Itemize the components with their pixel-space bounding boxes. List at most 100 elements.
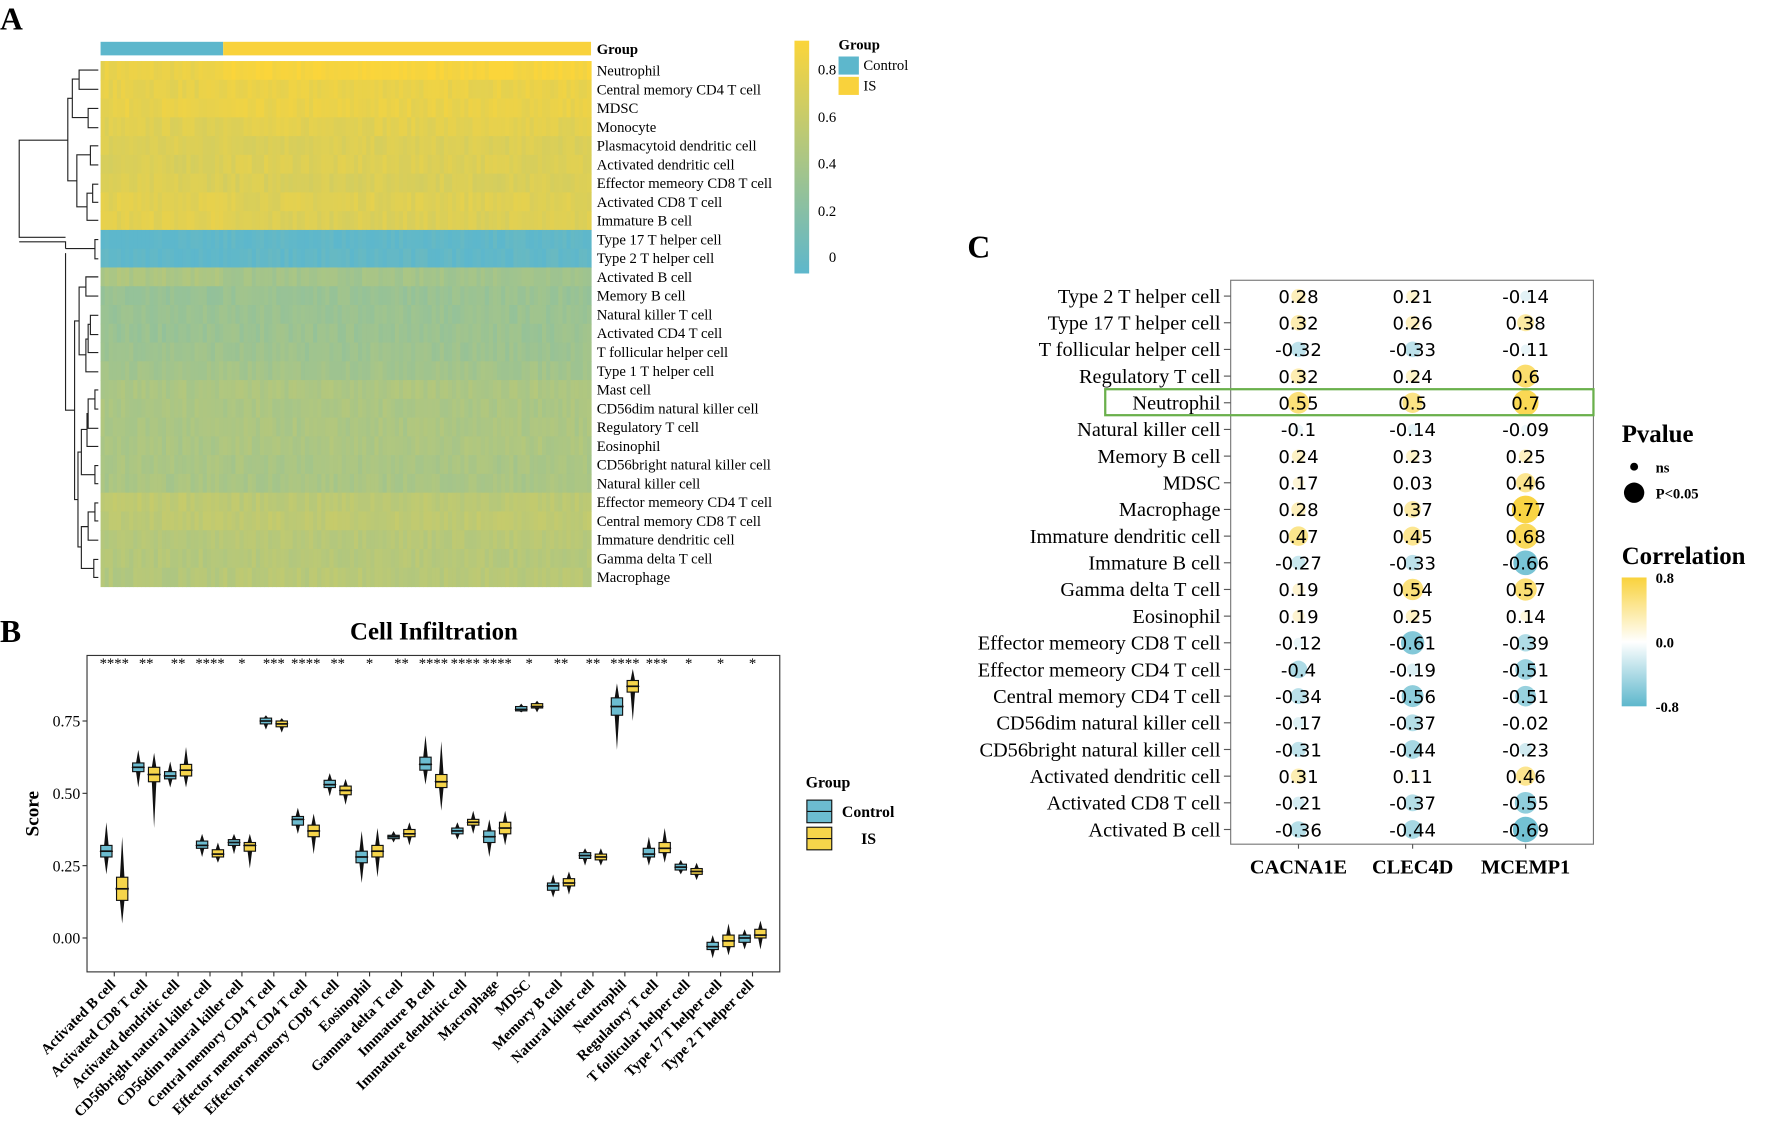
heatmap-cell	[468, 267, 474, 287]
heatmap-cell	[358, 248, 363, 269]
heatmap-cell	[231, 398, 237, 419]
heatmap-cell	[112, 173, 118, 193]
heatmap-cell	[182, 361, 187, 381]
heatmap-cell	[325, 154, 331, 175]
heatmap-cell	[125, 286, 130, 306]
heatmap-cell	[578, 455, 584, 475]
heatmap-cell	[280, 192, 286, 212]
heatmap-cell	[280, 473, 286, 494]
heatmap-cell	[304, 229, 310, 250]
heatmap-cell	[325, 361, 331, 381]
heatmap-cell	[586, 305, 592, 325]
heatmap-cell	[100, 398, 106, 419]
heatmap-cell	[235, 98, 241, 118]
heatmap-cell	[398, 79, 404, 100]
heatmap-cell	[456, 154, 461, 175]
heatmap-cell	[480, 136, 486, 156]
group-bar-label: Group	[597, 42, 638, 58]
heatmap-cell	[362, 173, 367, 193]
heatmap-cell	[153, 417, 159, 437]
heatmap-cell	[443, 473, 449, 494]
heatmap-cell	[390, 398, 396, 419]
heatmap-cell	[141, 154, 147, 175]
heatmap-cell	[419, 473, 425, 494]
heatmap-cell	[533, 229, 539, 250]
heatmap-cell	[227, 567, 232, 588]
heatmap-cell	[243, 398, 249, 419]
heatmap-cell	[198, 492, 204, 513]
heatmap-cell	[219, 530, 224, 550]
heatmap-cell	[178, 248, 183, 269]
heatmap-cell	[521, 98, 527, 118]
heatmap-cell	[521, 342, 527, 362]
heatmap-cell	[541, 436, 547, 456]
heatmap-cell	[296, 380, 302, 400]
heatmap-cell	[284, 173, 290, 193]
heatmap-cell	[431, 267, 437, 287]
heatmap-cell	[170, 323, 175, 344]
correlation-value: 0.57	[1506, 580, 1546, 601]
heatmap-cell	[304, 473, 310, 494]
heatmap-cell	[317, 79, 322, 100]
heatmap-cell	[280, 455, 286, 475]
heatmap-cell	[546, 492, 551, 513]
heatmap-cell	[239, 229, 245, 250]
heatmap-cell	[374, 492, 380, 513]
heatmap-cell	[341, 286, 347, 306]
heatmap-cell	[476, 229, 482, 250]
heatmap-cell	[468, 455, 474, 475]
heatmap-cell	[403, 323, 408, 344]
heatmap-cell	[219, 117, 224, 137]
heatmap-cell	[251, 323, 257, 344]
heatmap-cell	[550, 136, 555, 156]
heatmap-cell	[452, 436, 457, 456]
heatmap-cell	[586, 286, 592, 306]
heatmap-cell	[215, 286, 220, 306]
heatmap-cell	[268, 398, 273, 419]
heatmap-cell	[313, 530, 318, 550]
heatmap-cell	[431, 286, 437, 306]
heatmap-cell	[317, 511, 322, 531]
heatmap-cell	[202, 530, 208, 550]
heatmap-cell	[407, 567, 412, 588]
heatmap-cell	[329, 136, 335, 156]
heatmap-cell	[121, 154, 126, 175]
heatmap-cell	[190, 305, 196, 325]
heatmap-cell	[149, 342, 155, 362]
heatmap-cell	[537, 211, 543, 231]
heatmap-cell	[272, 567, 277, 588]
heatmap-cell	[300, 492, 306, 513]
heatmap-cell	[116, 173, 122, 193]
heatmap-cell	[358, 398, 363, 419]
heatmap-cell	[313, 79, 318, 100]
heatmap-cell	[153, 117, 159, 137]
heatmap-cell	[141, 136, 147, 156]
heatmap-cell	[366, 548, 371, 569]
heatmap-cell	[501, 267, 506, 287]
heatmap-cell	[239, 473, 245, 494]
heatmap-cell	[129, 455, 134, 475]
heatmap-cell	[284, 492, 290, 513]
heatmap-cell	[129, 286, 134, 306]
heatmap-cell	[268, 342, 273, 362]
heatmap-cell	[452, 455, 457, 475]
heatmap-cell	[431, 398, 437, 419]
heatmap-cell	[300, 548, 306, 569]
heatmap-cell	[554, 342, 559, 362]
heatmap-cell	[443, 286, 449, 306]
heatmap-cell	[472, 305, 478, 325]
heatmap-cell	[292, 511, 298, 531]
heatmap-cell	[321, 567, 326, 588]
chart-title: Cell Infiltration	[350, 619, 518, 646]
heatmap-cell	[178, 473, 183, 494]
heatmap-cell	[517, 530, 523, 550]
heatmap-cell	[386, 286, 392, 306]
heatmap-cell	[370, 154, 375, 175]
heatmap-cell	[488, 455, 494, 475]
heatmap-cell	[586, 511, 592, 531]
heatmap-cell	[304, 248, 310, 269]
heatmap-cell	[570, 305, 576, 325]
heatmap-cell	[460, 98, 465, 118]
heatmap-cell	[255, 98, 261, 118]
heatmap-cell	[403, 380, 408, 400]
